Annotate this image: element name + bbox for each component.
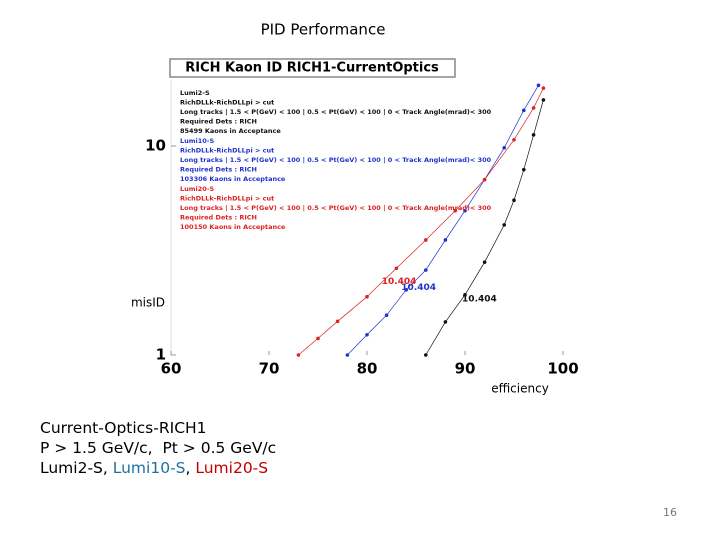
data-point xyxy=(394,266,399,271)
data-point xyxy=(463,293,467,297)
legend-detail: Required Dets : RICH xyxy=(180,214,257,222)
data-point xyxy=(296,353,301,357)
series-line xyxy=(298,87,544,356)
data-point xyxy=(335,319,340,324)
caption: Current-Optics-RICH1 P > 1.5 GeV/c, Pt > … xyxy=(40,418,276,478)
y-axis-label: misID xyxy=(131,296,165,310)
data-point xyxy=(384,313,389,318)
caption-part: Lumi10-S xyxy=(112,459,186,477)
data-point xyxy=(424,353,428,357)
caption-part: Lumi20-S xyxy=(195,459,269,477)
data-point xyxy=(531,133,536,137)
caption-line: P > 1.5 GeV/c, Pt > 0.5 GeV/c xyxy=(40,439,277,457)
data-point xyxy=(541,86,546,90)
data-point xyxy=(512,198,516,203)
data-point xyxy=(443,320,448,324)
x-tick-label: 100 xyxy=(547,360,578,378)
data-point xyxy=(512,137,516,142)
legend-detail: RichDLLk-RichDLLpi > cut xyxy=(180,99,274,107)
data-point xyxy=(424,238,428,242)
x-tick-label: 90 xyxy=(455,360,476,378)
x-axis-label: efficiency xyxy=(491,382,549,396)
series-line xyxy=(347,85,539,356)
data-point xyxy=(522,167,526,172)
legend-entry: Lumi20-S xyxy=(180,185,215,193)
caption-line: Current-Optics-RICH1 xyxy=(40,419,207,437)
data-point xyxy=(536,83,541,88)
data-point xyxy=(502,223,507,227)
legend-detail: 103306 Kaons in Acceptance xyxy=(180,175,286,183)
annotation: 10.404 xyxy=(382,277,417,287)
data-point xyxy=(345,353,350,357)
data-point xyxy=(522,108,526,113)
legend-entry: Lumi2-S xyxy=(180,89,210,97)
x-tick-label: 60 xyxy=(161,360,182,378)
legend-detail: RichDLLk-RichDLLpi > cut xyxy=(180,195,274,203)
data-point xyxy=(541,98,546,102)
legend-detail: 100150 Kaons in Acceptance xyxy=(180,223,286,231)
caption-part: , xyxy=(185,459,196,477)
legend-detail: RichDLLk-RichDLLpi > cut xyxy=(180,147,274,155)
data-point xyxy=(482,260,487,264)
y-tick-label: 10 xyxy=(145,136,166,154)
legend-detail: Long tracks | 1.5 < P(GeV) < 100 | 0.5 <… xyxy=(180,156,492,165)
legend-entry: Lumi10-S xyxy=(180,137,215,145)
data-point xyxy=(316,336,320,341)
data-point xyxy=(531,106,536,110)
chart-subtitle: RICH Kaon ID RICH1-CurrentOptics xyxy=(185,61,439,76)
legend-detail: Required Dets : RICH xyxy=(180,118,257,126)
data-point xyxy=(502,145,507,150)
annotation: 10.404 xyxy=(462,295,497,305)
data-point xyxy=(482,177,487,182)
legend-detail: Long tracks | 1.5 < P(GeV) < 100 | 0.5 <… xyxy=(180,204,492,213)
caption-part: Lumi2-S, xyxy=(40,459,113,477)
legend-detail: Required Dets : RICH xyxy=(180,166,257,174)
legend-detail: 85499 Kaons in Acceptance xyxy=(180,127,281,135)
page-number: 16 xyxy=(663,506,677,519)
chart-title: PID Performance xyxy=(261,21,386,39)
data-point xyxy=(443,238,448,242)
data-point xyxy=(365,294,369,299)
annotation: 10.404 xyxy=(401,283,436,293)
data-point xyxy=(404,288,409,292)
subtitle-box xyxy=(169,58,456,78)
data-point xyxy=(424,268,428,272)
x-tick-label: 70 xyxy=(259,360,280,378)
series-line xyxy=(425,99,544,356)
data-point xyxy=(453,208,458,213)
x-tick-label: 80 xyxy=(357,360,378,378)
data-point xyxy=(463,208,467,213)
y-tick-label: 1 xyxy=(156,346,166,364)
data-point xyxy=(365,332,369,337)
legend-detail: Long tracks | 1.5 < P(GeV) < 100 | 0.5 <… xyxy=(180,108,492,117)
caption-line: Lumi2-S, Lumi10-S, Lumi20-S xyxy=(40,458,276,478)
